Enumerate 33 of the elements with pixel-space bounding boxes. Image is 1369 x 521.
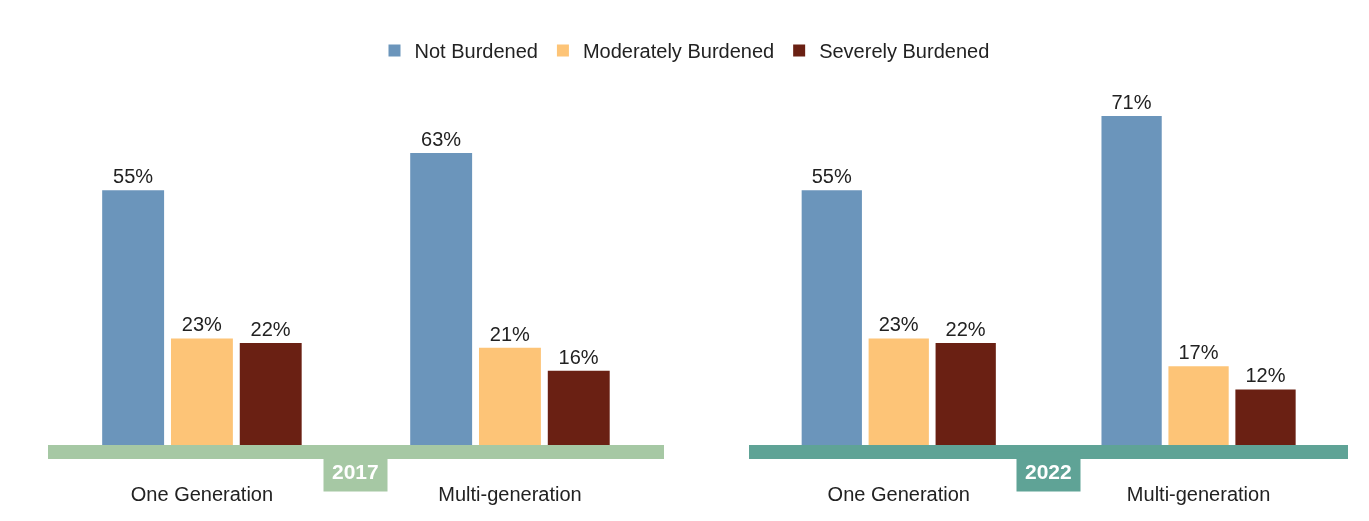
data-label: 16% — [558, 345, 599, 368]
bar — [1235, 389, 1296, 445]
data-label: 23% — [181, 313, 223, 336]
data-label: 63% — [421, 128, 462, 151]
legend-label: Not Burdened — [414, 40, 538, 63]
bar — [1168, 366, 1229, 445]
x-tick-label: Multi-generation — [1126, 483, 1271, 505]
legend-label: Severely Burdened — [819, 40, 990, 63]
bar — [801, 190, 862, 445]
bar — [868, 338, 929, 445]
bar — [102, 190, 165, 445]
data-label: 55% — [113, 165, 154, 188]
data-label: 21% — [489, 322, 531, 345]
bar — [239, 343, 302, 445]
bar — [1101, 116, 1162, 445]
data-label: 55% — [811, 165, 852, 188]
bar — [479, 347, 541, 445]
x-tick-label: One Generation — [827, 483, 970, 505]
bar — [547, 370, 610, 445]
bar — [935, 343, 996, 445]
x-tick-label: Multi-generation — [438, 483, 582, 505]
data-label: 17% — [1178, 341, 1219, 364]
bar — [410, 153, 473, 445]
bar — [170, 338, 233, 445]
data-label: 23% — [878, 313, 919, 336]
legend-label: Moderately Burdened — [582, 40, 775, 63]
data-label: 22% — [945, 318, 986, 341]
data-label: 71% — [1111, 91, 1152, 113]
text: 2017 — [332, 460, 379, 483]
data-label: 22% — [250, 318, 291, 341]
text: 2022 — [1025, 460, 1072, 483]
x-tick-label: One Generation — [130, 483, 274, 505]
data-label: 12% — [1245, 364, 1286, 387]
